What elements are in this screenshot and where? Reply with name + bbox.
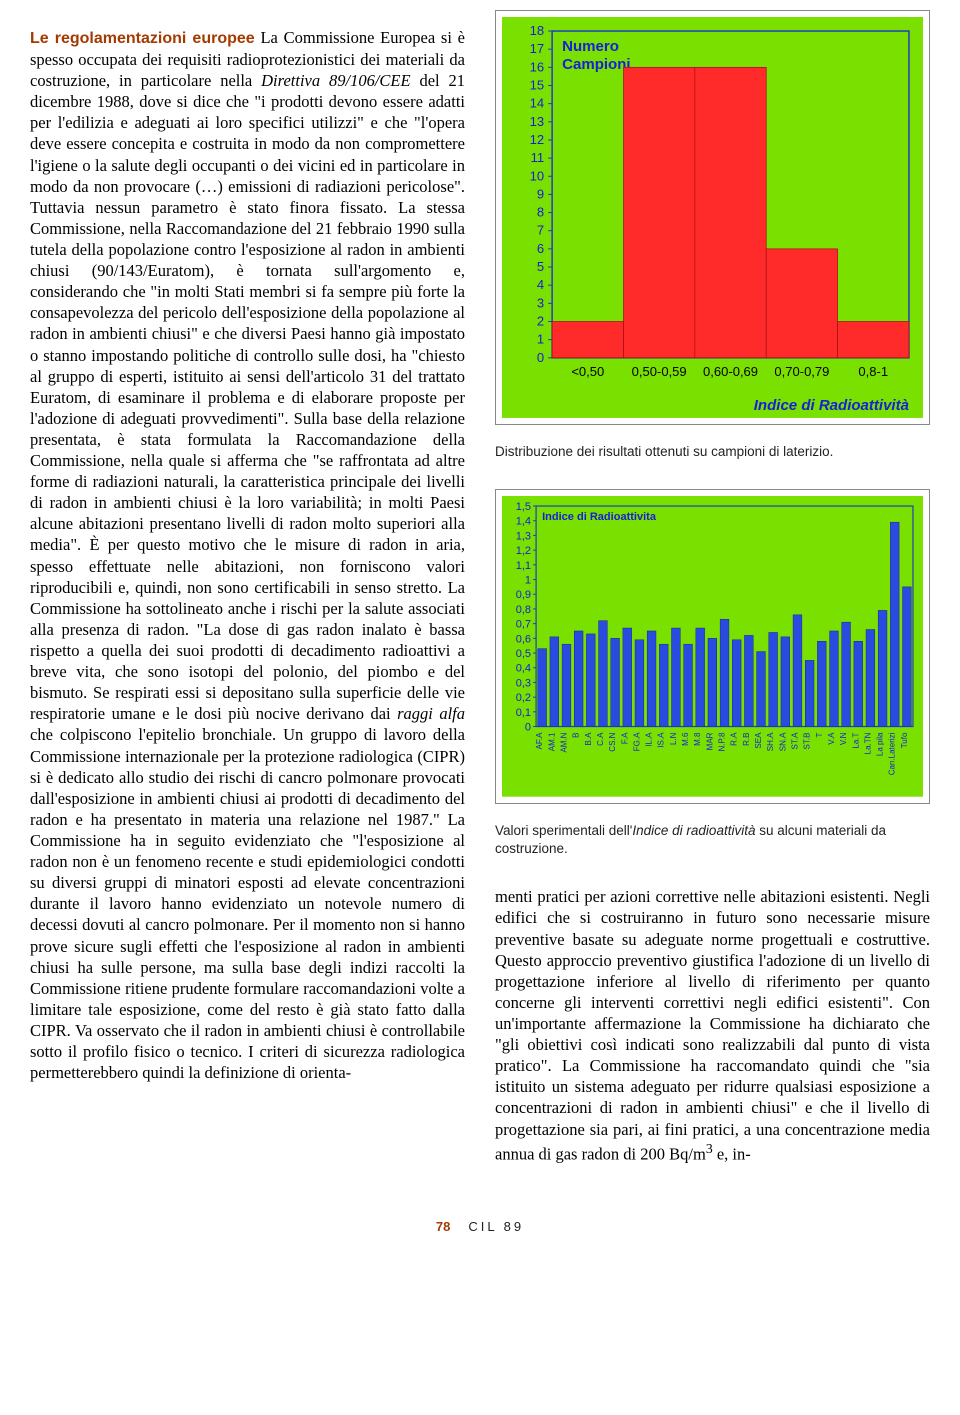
svg-text:Numero: Numero: [562, 38, 619, 55]
svg-text:0,9: 0,9: [516, 589, 531, 601]
chart-1-svg: 0123456789101112131415161718NumeroCampio…: [502, 17, 923, 418]
svg-text:N.P.8: N.P.8: [718, 732, 727, 752]
svg-text:11: 11: [531, 150, 545, 165]
svg-text:FG.A: FG.A: [632, 732, 641, 751]
svg-text:0,8: 0,8: [516, 604, 531, 616]
svg-text:M.8: M.8: [693, 732, 702, 746]
svg-text:0,7: 0,7: [516, 619, 531, 631]
svg-text:SH.A: SH.A: [766, 732, 775, 751]
svg-text:1,5: 1,5: [516, 501, 531, 513]
svg-text:13: 13: [530, 114, 544, 129]
svg-text:Indice di Radioattività: Indice di Radioattività: [754, 397, 909, 414]
svg-text:0,60-0,69: 0,60-0,69: [703, 364, 758, 379]
page-footer: 78 CIL 89: [0, 1211, 960, 1252]
svg-text:ST.B: ST.B: [803, 733, 812, 750]
svg-text:IL.A: IL.A: [645, 732, 654, 747]
left-text-span: La Commissione Europea si è spesso occup…: [30, 28, 465, 1083]
svg-text:0,1: 0,1: [516, 707, 531, 719]
svg-text:MAR: MAR: [705, 732, 714, 750]
footer-label: CIL 89: [468, 1219, 524, 1234]
svg-text:14: 14: [530, 96, 544, 111]
svg-text:0,8-1: 0,8-1: [858, 364, 888, 379]
svg-text:Indice di Radioattivita: Indice di Radioattivita: [542, 511, 657, 523]
svg-text:0,3: 0,3: [516, 678, 531, 690]
svg-text:L.N: L.N: [669, 732, 678, 745]
page-number: 78: [436, 1219, 450, 1234]
svg-text:B: B: [572, 733, 581, 738]
svg-text:B.A: B.A: [584, 732, 593, 746]
chart-2-svg: 0 0,1 0,2 0,3 0,4 0,5 0,6 0,7 0,8 0,9 1 1,1 1,2 1,3 1,…: [502, 496, 923, 797]
svg-text:2: 2: [537, 313, 544, 328]
figure-2: 0 0,1 0,2 0,3 0,4 0,5 0,6 0,7 0,8 0,9 1 1,1 1,2 1,3 1,…: [495, 489, 930, 804]
svg-text:0: 0: [525, 722, 531, 734]
svg-text:R.B: R.B: [742, 733, 751, 746]
svg-text:9: 9: [537, 186, 544, 201]
svg-text:8: 8: [537, 205, 544, 220]
svg-text:C.A: C.A: [596, 732, 605, 746]
svg-text:10: 10: [530, 168, 544, 183]
svg-text:15: 15: [530, 78, 544, 93]
svg-text:17: 17: [530, 41, 544, 56]
svg-text:18: 18: [530, 23, 544, 38]
svg-text:La.T: La.T: [851, 733, 860, 749]
svg-text:SN.A: SN.A: [778, 732, 787, 751]
caption-1: Distribuzione dei risultati ottenuti su …: [495, 443, 930, 461]
svg-text:1,1: 1,1: [516, 560, 531, 572]
svg-text:M.6: M.6: [681, 732, 690, 746]
svg-text:V.N: V.N: [839, 732, 848, 745]
section-heading: Le regolamentazioni europee: [30, 30, 255, 47]
svg-text:6: 6: [537, 241, 544, 256]
svg-text:Campioni: Campioni: [562, 56, 630, 73]
svg-text:0,2: 0,2: [516, 692, 531, 704]
svg-text:1: 1: [525, 575, 531, 587]
svg-text:0,4: 0,4: [516, 663, 531, 675]
svg-text:1,2: 1,2: [516, 545, 531, 557]
left-body-text: Le regolamentazioni europee La Commissio…: [30, 27, 465, 1084]
svg-text:V.A: V.A: [827, 732, 836, 745]
svg-text:0: 0: [537, 350, 544, 365]
svg-text:CS.N: CS.N: [608, 732, 617, 751]
svg-text:16: 16: [530, 59, 544, 74]
svg-text:Tufo: Tufo: [900, 732, 909, 748]
svg-text:1,3: 1,3: [516, 531, 531, 543]
svg-text:SEA: SEA: [754, 732, 763, 749]
svg-text:F.A: F.A: [620, 732, 629, 744]
svg-text:Can.Laterizi: Can.Laterizi: [888, 732, 897, 775]
svg-text:1: 1: [537, 332, 544, 347]
svg-text:IS.A: IS.A: [657, 732, 666, 748]
svg-text:5: 5: [537, 259, 544, 274]
svg-text:ST.A: ST.A: [790, 732, 799, 750]
svg-text:<0,50: <0,50: [571, 364, 604, 379]
svg-text:La pila: La pila: [876, 732, 885, 756]
svg-text:AM.N: AM.N: [559, 732, 568, 752]
right-body-text: menti pratici per azioni correttive nell…: [495, 886, 930, 1164]
svg-text:T: T: [815, 733, 824, 738]
svg-text:4: 4: [537, 277, 544, 292]
svg-text:7: 7: [537, 223, 544, 238]
svg-text:AM.1: AM.1: [547, 732, 556, 751]
svg-text:0,5: 0,5: [516, 648, 531, 660]
svg-text:1,4: 1,4: [516, 516, 531, 528]
svg-text:0,50-0,59: 0,50-0,59: [632, 364, 687, 379]
svg-text:0,6: 0,6: [516, 633, 531, 645]
figure-1: 0123456789101112131415161718NumeroCampio…: [495, 10, 930, 425]
svg-text:La.TN: La.TN: [863, 732, 872, 754]
svg-text:R.A: R.A: [730, 732, 739, 746]
svg-text:AF.A: AF.A: [535, 732, 544, 750]
svg-text:0,70-0,79: 0,70-0,79: [774, 364, 829, 379]
caption-2: Valori sperimentali dell'Indice di radio…: [495, 822, 930, 858]
svg-text:12: 12: [530, 132, 544, 147]
svg-text:3: 3: [537, 295, 544, 310]
